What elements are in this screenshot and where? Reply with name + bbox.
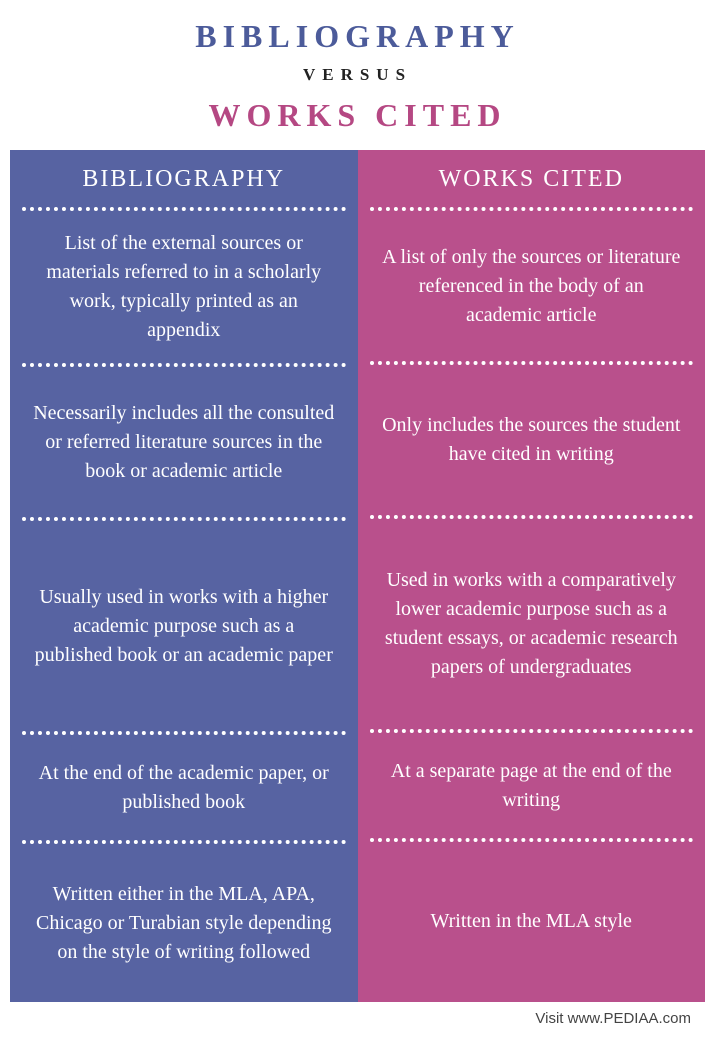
title-top: BIBLIOGRAPHY bbox=[10, 18, 705, 55]
comparison-columns: BIBLIOGRAPHY List of the external source… bbox=[10, 150, 705, 1002]
left-cell: Written either in the MLA, APA, Chicago … bbox=[10, 844, 358, 1002]
right-column-header: WORKS CITED bbox=[358, 150, 706, 207]
right-cell: Only includes the sources the student ha… bbox=[358, 365, 706, 515]
left-cell: Necessarily includes all the consulted o… bbox=[10, 367, 358, 517]
left-cell: Usually used in works with a higher acad… bbox=[10, 521, 358, 731]
footer-credit: Visit www.PEDIAA.com bbox=[10, 1002, 705, 1031]
header-block: BIBLIOGRAPHY VERSUS WORKS CITED bbox=[10, 18, 705, 134]
left-column-header: BIBLIOGRAPHY bbox=[10, 150, 358, 207]
left-column: BIBLIOGRAPHY List of the external source… bbox=[10, 150, 358, 1002]
right-cell: At a separate page at the end of the wri… bbox=[358, 733, 706, 838]
right-cell: Used in works with a comparatively lower… bbox=[358, 519, 706, 729]
title-bottom: WORKS CITED bbox=[10, 97, 705, 134]
left-cell: List of the external sources or material… bbox=[10, 211, 358, 363]
right-cell: A list of only the sources or literature… bbox=[358, 211, 706, 361]
left-cell: At the end of the academic paper, or pub… bbox=[10, 735, 358, 840]
versus-label: VERSUS bbox=[10, 65, 705, 85]
right-cell: Written in the MLA style bbox=[358, 842, 706, 1000]
infographic-container: BIBLIOGRAPHY VERSUS WORKS CITED BIBLIOGR… bbox=[0, 0, 715, 1041]
right-column: WORKS CITED A list of only the sources o… bbox=[358, 150, 706, 1002]
